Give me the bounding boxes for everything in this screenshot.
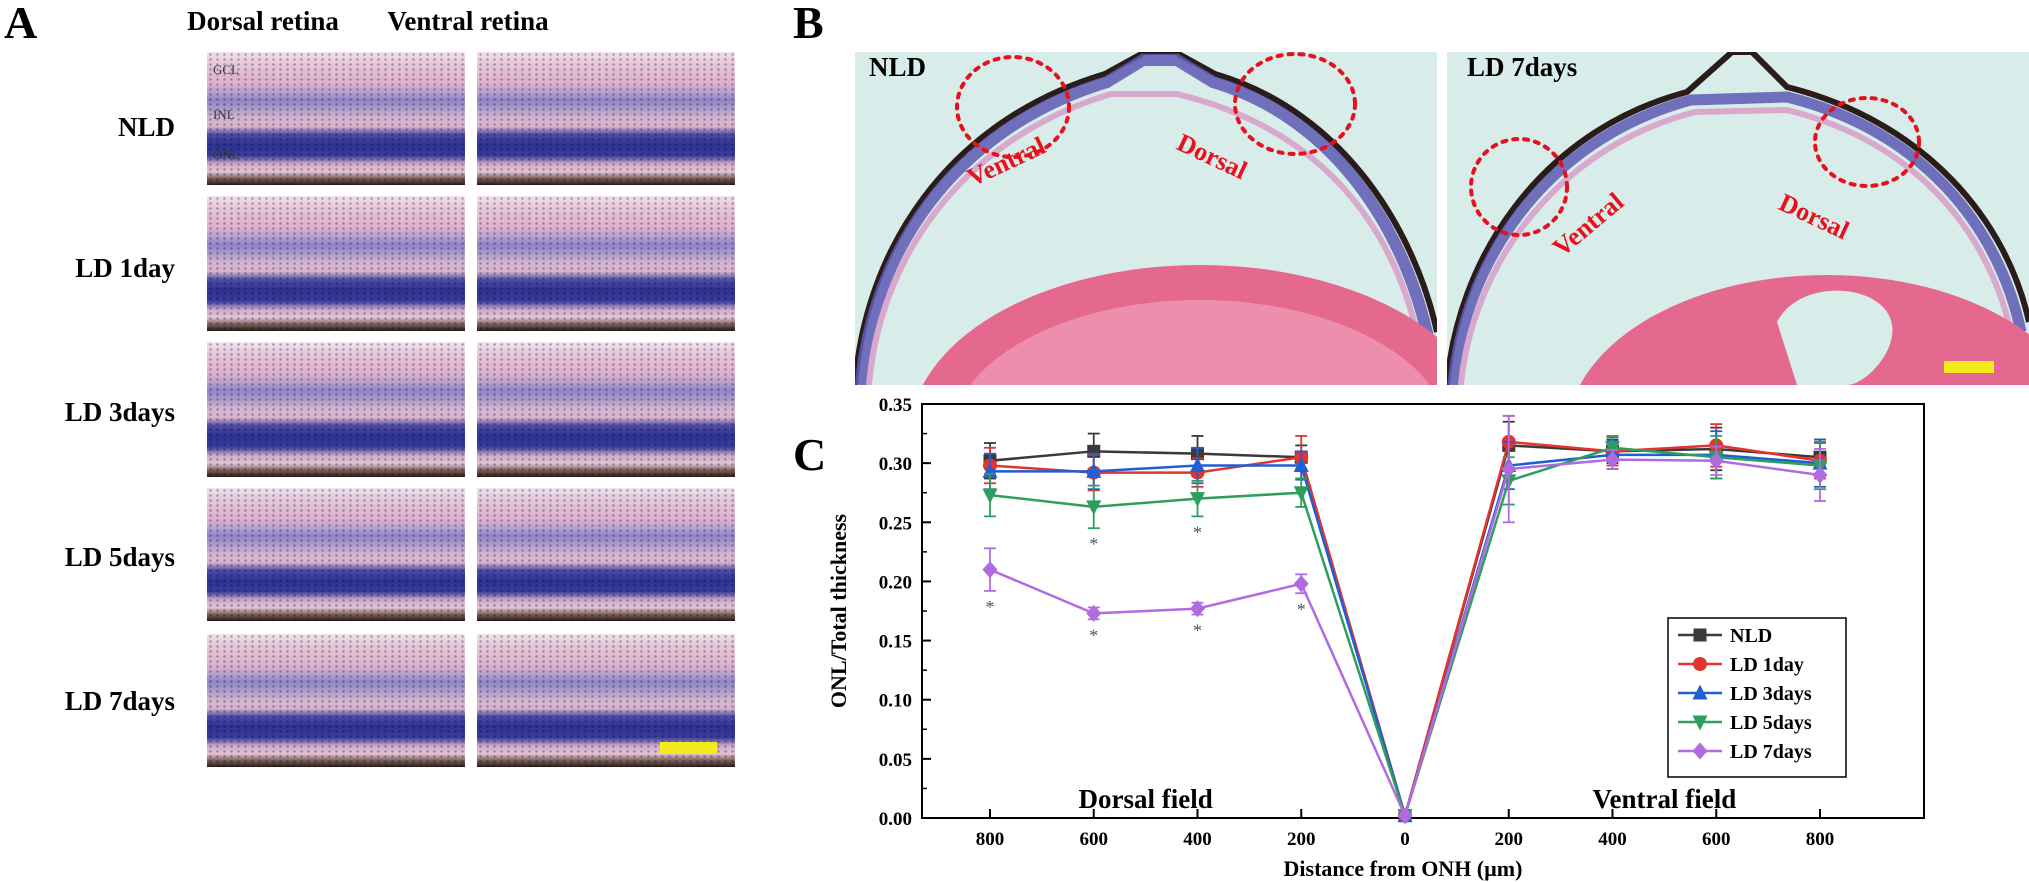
panel-b-letter: B (793, 0, 824, 48)
legend-entry: LD 7days (1730, 741, 1812, 763)
data-point (1190, 457, 1205, 473)
layer-label-gcl: GCL (213, 62, 239, 77)
data-point (1190, 492, 1205, 508)
eye-section-nld-drawing (855, 52, 1437, 385)
micrograph-ld-3days-dorsal (207, 342, 465, 477)
x-tick-label: 800 (976, 829, 1005, 850)
legend-entry: LD 5days (1730, 712, 1812, 734)
significance-marker: * (1297, 599, 1306, 619)
series-ld-7days: * * * * (982, 414, 1828, 825)
micrograph-ld-5days-dorsal (207, 488, 465, 621)
eye-label-nld: NLD (869, 52, 927, 82)
row-label-ld-5days: LD 5days (64, 542, 175, 572)
field-label-ventral: Ventral field (1593, 784, 1737, 814)
scale-bar-b (1944, 361, 1994, 373)
data-point (1708, 452, 1724, 470)
y-tick-label: 0.05 (879, 750, 912, 771)
data-point (1293, 486, 1309, 502)
data-point (1812, 466, 1828, 484)
micrograph-ld-1day-ventral (477, 196, 735, 331)
column-header-ventral: Ventral retina (387, 6, 549, 36)
x-tick-label: 0 (1400, 829, 1410, 850)
y-tick-label: 0.30 (879, 454, 912, 475)
micrograph-nld-ventral (477, 52, 735, 185)
significance-marker: * (1089, 625, 1098, 645)
y-tick-label: 0.15 (879, 632, 912, 653)
data-point (1692, 715, 1708, 731)
eye-section-nld: NLD Ventral Dorsal (855, 52, 1437, 385)
panel-a-letter: A (4, 0, 38, 48)
data-point (1190, 600, 1205, 618)
legend-entry: NLD (1730, 625, 1772, 647)
data-point (1086, 462, 1102, 478)
micrograph-nld-dorsal: GCL INL ONL (207, 52, 465, 185)
x-tick-label: 200 (1495, 829, 1524, 850)
data-point (1605, 441, 1620, 457)
x-tick-label: 800 (1806, 829, 1835, 850)
x-tick-label: 200 (1287, 829, 1316, 850)
layer-label-inl: INL (213, 107, 235, 122)
y-tick-label: 0.25 (879, 513, 912, 534)
data-point (1693, 628, 1707, 642)
scale-bar-a (660, 742, 717, 754)
layer-label-onl: ONL (213, 147, 240, 162)
y-axis-label: ONL/Total thickness (826, 513, 851, 708)
significance-marker: * (1089, 534, 1098, 554)
eye-label-ld-7days: LD 7days (1467, 52, 1578, 82)
data-point (1693, 657, 1707, 671)
row-label-ld-1day: LD 1day (75, 253, 175, 283)
significance-marker: * (986, 597, 995, 617)
micrograph-ld-5days-ventral (477, 488, 735, 621)
data-point (1501, 460, 1517, 478)
micrograph-ld-3days-ventral (477, 342, 735, 477)
x-tick-label: 400 (1598, 829, 1627, 850)
x-axis-label: Distance from ONH (µm) (1284, 856, 1523, 881)
data-point (1605, 451, 1620, 469)
y-tick-label: 0.35 (879, 395, 912, 416)
series-layer: * * * * * * (982, 414, 1828, 825)
eye-section-ld-7days: LD 7days Ventral Dorsal (1447, 52, 2029, 385)
data-point (1692, 742, 1708, 760)
panel-c-letter: C (793, 429, 827, 480)
micrograph-ld-7days-dorsal (207, 634, 465, 767)
row-label-ld-7days: LD 7days (64, 686, 175, 716)
y-tick-label: 0.00 (879, 809, 912, 830)
field-label-dorsal: Dorsal field (1079, 784, 1213, 814)
data-point (982, 488, 998, 504)
y-tick-label: 0.20 (879, 572, 912, 593)
data-point (982, 561, 998, 579)
legend-entry: LD 3days (1730, 683, 1812, 705)
eye-section-ld-7days-drawing (1447, 52, 2029, 385)
data-point (1086, 500, 1102, 516)
data-point (1397, 807, 1413, 825)
micrograph-ld-1day-dorsal (207, 196, 465, 331)
data-point (1086, 604, 1102, 622)
legend: NLD LD 1day LD 3days LD 5days LD 7days (1667, 617, 1847, 778)
data-point (1692, 684, 1708, 700)
significance-marker: * (1193, 621, 1202, 641)
micrograph-ld-7days-ventral (477, 634, 735, 767)
data-point (1293, 575, 1309, 593)
x-axis: 800 600 400 200 0 200 400 600 800 (976, 809, 1835, 850)
significance-marker: * (1193, 522, 1202, 542)
legend-entry: LD 1day (1730, 654, 1804, 676)
y-tick-label: 0.10 (879, 691, 912, 712)
x-tick-label: 600 (1702, 829, 1731, 850)
x-tick-label: 600 (1080, 829, 1109, 850)
x-tick-label: 400 (1183, 829, 1212, 850)
y-axis: 0.00 0.05 0.10 0.15 0.20 0.25 0.30 0.35 (879, 395, 931, 830)
column-header-dorsal: Dorsal retina (187, 6, 339, 36)
data-point (1293, 457, 1309, 473)
row-label-nld: NLD (117, 112, 175, 142)
row-label-ld-3days: LD 3days (64, 397, 175, 427)
